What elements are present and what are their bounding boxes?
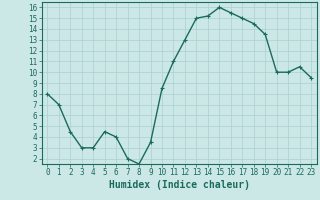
X-axis label: Humidex (Indice chaleur): Humidex (Indice chaleur) xyxy=(109,180,250,190)
